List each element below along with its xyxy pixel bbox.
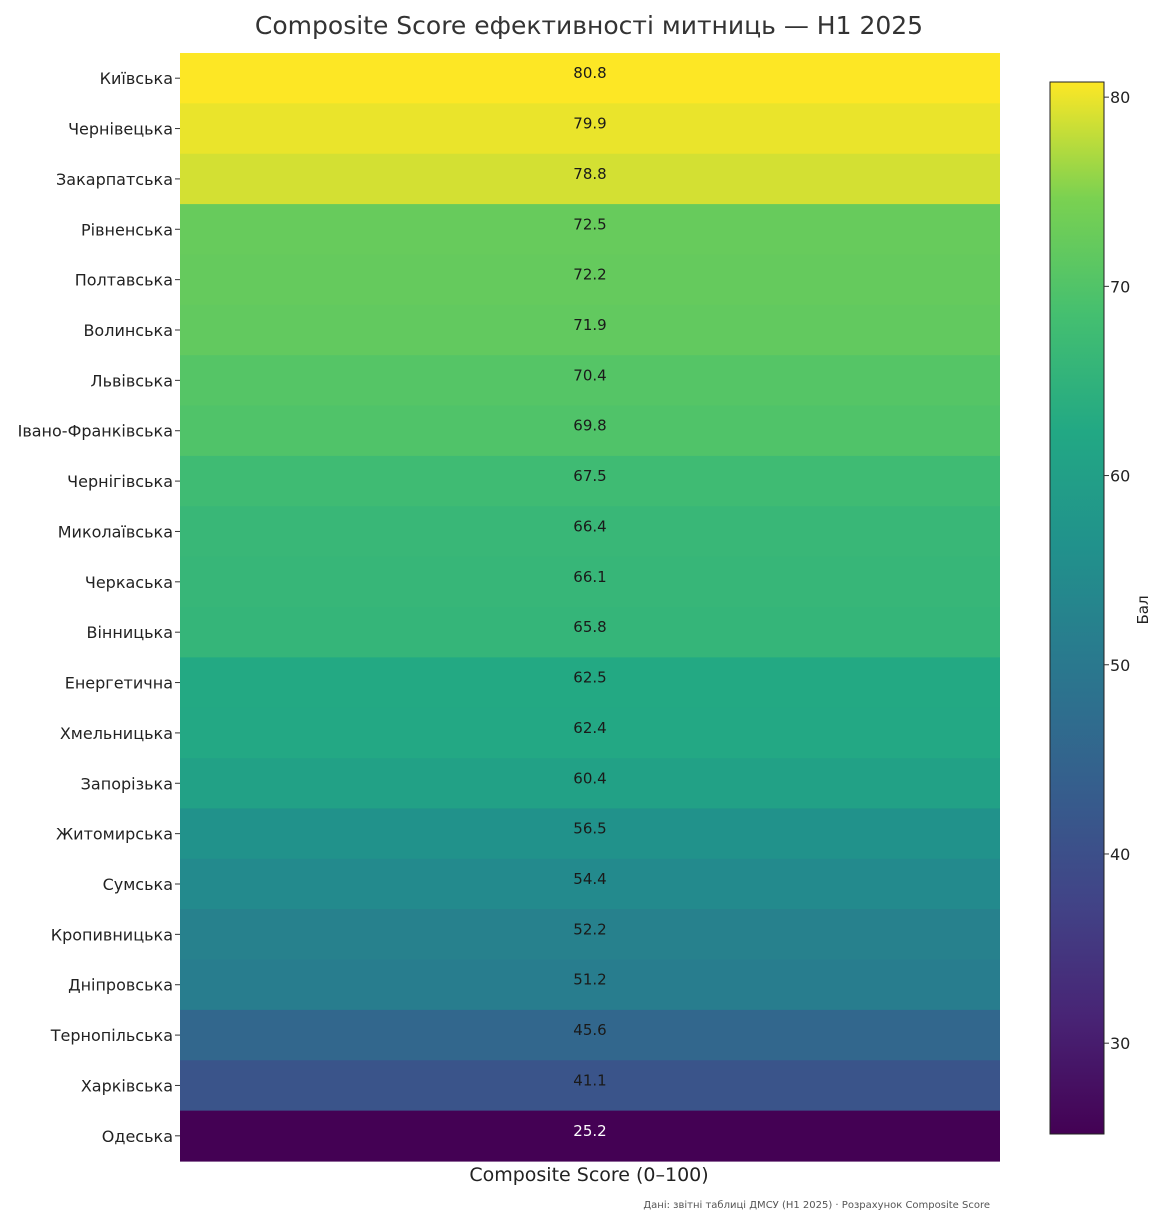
- heatmap-cell: [180, 455, 1000, 507]
- heatmap-cell: [180, 506, 1000, 558]
- heatmap-cell: [180, 103, 1000, 155]
- category-label: Сумська: [103, 875, 173, 894]
- category-label: Волинська: [83, 321, 173, 340]
- value-label: 66.4: [573, 517, 606, 535]
- colorbar-tick-label: 50: [1110, 656, 1130, 675]
- value-label: 51.2: [573, 971, 606, 989]
- category-label: Запорізька: [81, 774, 173, 793]
- heatmap-cell: [180, 758, 1000, 810]
- heatmap-cell: [180, 304, 1000, 356]
- category-label: Закарпатська: [56, 170, 173, 189]
- value-label: 72.2: [573, 266, 606, 284]
- value-label: 78.8: [573, 165, 606, 183]
- heatmap-cell: [180, 204, 1000, 256]
- heatmap-cell: [180, 405, 1000, 457]
- colorbar-label: Бал: [1134, 595, 1152, 624]
- value-labels: 80.8 79.9 78.8 72.5 72.2 71.9 70.4 69.8 67.5 66.4…: [573, 64, 606, 1140]
- x-axis-label: Composite Score (0–100): [469, 1164, 708, 1186]
- category-label: Чернівецька: [68, 120, 173, 139]
- value-label: 66.1: [573, 568, 606, 586]
- colorbar-tick-label: 40: [1110, 845, 1130, 864]
- colorbar-tick-label: 30: [1110, 1034, 1130, 1053]
- value-label: 62.4: [573, 719, 606, 737]
- value-label: 79.9: [573, 115, 606, 133]
- value-label: 69.8: [573, 417, 606, 435]
- value-label: 65.8: [573, 618, 606, 636]
- heatmap-cell: [180, 1009, 1000, 1061]
- colorbar-tick-label: 80: [1110, 88, 1130, 107]
- category-label: Хмельницька: [60, 724, 173, 743]
- heatmap-cell: [180, 707, 1000, 759]
- category-label: Черкаська: [85, 573, 173, 592]
- category-label: Львівська: [91, 371, 173, 390]
- heatmap-cell: [180, 607, 1000, 658]
- heatmap-cell: [180, 254, 1000, 306]
- heatmap-cell: [180, 53, 1000, 104]
- category-label: Дніпровська: [68, 976, 173, 995]
- value-label: 62.5: [573, 669, 606, 687]
- category-label: Харківська: [81, 1076, 173, 1095]
- heatmap-cell: [180, 153, 1000, 205]
- heatmap-cell: [180, 909, 1000, 961]
- category-label: Житомирська: [56, 825, 173, 844]
- category-label: Полтавська: [75, 271, 173, 290]
- category-labels: Київська Чернівецька Закарпатська Рівненськ…: [18, 69, 180, 1146]
- value-label: 52.2: [573, 920, 606, 938]
- value-label: 60.4: [573, 769, 606, 787]
- colorbar-tick-label: 70: [1110, 277, 1130, 296]
- category-label: Тернопільська: [50, 1026, 173, 1045]
- value-label: 67.5: [573, 467, 606, 485]
- colorbar-tick-label: 60: [1110, 467, 1130, 486]
- value-label: 54.4: [573, 870, 606, 888]
- value-label: 71.9: [573, 316, 606, 334]
- value-label: 72.5: [573, 215, 606, 233]
- heatmap-cell: [180, 959, 1000, 1011]
- value-label: 70.4: [573, 366, 606, 384]
- category-label: Рівненська: [81, 220, 173, 239]
- colorbar-ticks: 30 40 50 60 70 80: [1104, 88, 1130, 1053]
- heatmap-cell: [180, 858, 1000, 910]
- heatmap-cell: [180, 1060, 1000, 1112]
- chart-title: Composite Score ефективності митниць — H…: [255, 11, 923, 40]
- category-label: Кропивницька: [51, 925, 173, 944]
- heatmap-cell: [180, 355, 1000, 407]
- value-label: 80.8: [573, 64, 606, 82]
- heatmap-cells: [180, 53, 1000, 1162]
- heatmap-cell: [180, 657, 1000, 709]
- category-label: Івано-Франківська: [18, 422, 173, 441]
- category-label: Вінницька: [86, 623, 173, 642]
- category-label: Чернігівська: [67, 472, 173, 491]
- value-label: 45.6: [573, 1021, 606, 1039]
- value-label: 56.5: [573, 820, 606, 838]
- category-label: Одеська: [102, 1127, 173, 1146]
- heatmap-cell: [180, 1110, 1000, 1162]
- footnote: Дані: звітні таблиці ДМСУ (H1 2025) · Ро…: [643, 1199, 990, 1211]
- category-label: Миколаївська: [58, 522, 173, 541]
- heatmap-cell: [180, 808, 1000, 860]
- heatmap-cell: [180, 556, 1000, 608]
- category-label: Київська: [100, 69, 173, 88]
- category-label: Енергетична: [65, 674, 173, 693]
- colorbar: [1049, 81, 1105, 1135]
- value-label: 41.1: [573, 1071, 606, 1089]
- value-label: 25.2: [573, 1122, 606, 1140]
